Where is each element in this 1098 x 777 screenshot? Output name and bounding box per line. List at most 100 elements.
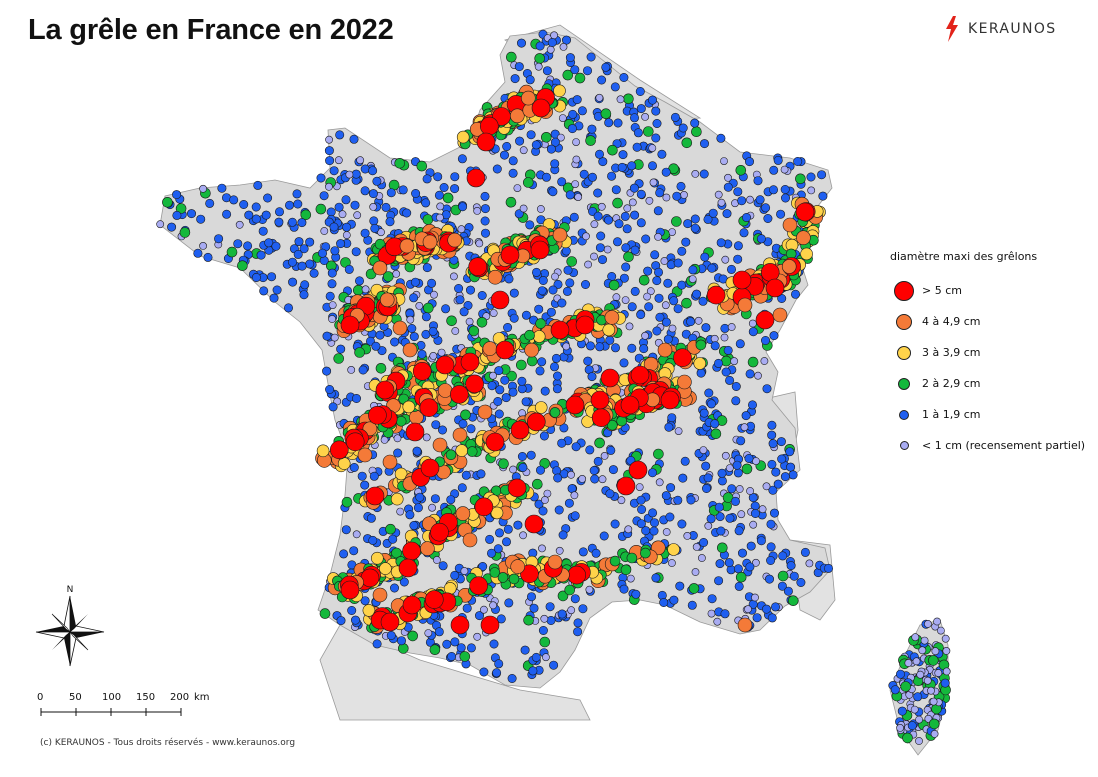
hail-marker [269, 293, 279, 303]
hail-marker [549, 362, 559, 372]
hail-marker [806, 172, 816, 182]
hail-marker [621, 243, 631, 253]
hail-marker [239, 200, 249, 210]
hail-marker [356, 156, 365, 165]
hail-marker [768, 185, 778, 195]
hail-marker [610, 519, 620, 529]
hail-marker [713, 358, 723, 368]
hail-marker [379, 562, 392, 575]
hail-marker [624, 525, 633, 534]
hail-marker [434, 190, 444, 200]
hail-marker [616, 95, 625, 104]
hail-marker [455, 444, 469, 457]
hail-marker [392, 269, 401, 278]
hail-marker [264, 238, 274, 248]
hail-marker [329, 440, 349, 460]
hail-marker [300, 280, 310, 290]
hail-marker [745, 369, 755, 379]
hail-marker [557, 438, 567, 448]
hail-marker [372, 639, 382, 649]
hail-marker [653, 267, 663, 277]
hail-marker [675, 581, 685, 591]
hail-marker [479, 605, 488, 614]
hail-marker [354, 347, 365, 358]
hail-marker [786, 462, 796, 472]
hail-marker [545, 602, 555, 612]
hail-marker [931, 647, 940, 656]
hail-marker [681, 137, 693, 149]
hail-marker [636, 104, 646, 114]
hail-marker [595, 93, 604, 102]
hail-marker [758, 505, 767, 514]
hail-marker [766, 519, 776, 529]
hail-marker [495, 385, 505, 395]
hail-marker [539, 458, 551, 469]
hail-marker [523, 614, 534, 626]
hail-marker [422, 234, 438, 250]
hail-marker [550, 320, 570, 340]
hail-marker [636, 495, 646, 505]
hail-marker [699, 408, 709, 418]
hail-marker [500, 245, 520, 265]
hail-marker [494, 409, 504, 419]
hail-marker [534, 53, 546, 64]
hail-marker [503, 322, 513, 332]
hail-marker [329, 166, 339, 176]
hail-marker [666, 483, 676, 493]
hail-marker [368, 166, 378, 176]
hail-marker [678, 123, 688, 133]
hail-marker [354, 276, 364, 286]
hail-marker [324, 182, 333, 191]
hail-marker [776, 437, 786, 447]
hail-marker [432, 556, 441, 564]
legend-swatch [898, 377, 910, 390]
hail-marker [541, 496, 549, 504]
hail-marker [726, 264, 736, 274]
hail-marker [737, 297, 753, 313]
hail-marker [549, 407, 561, 418]
hail-marker [357, 471, 367, 481]
hail-marker [673, 495, 683, 505]
hail-marker [534, 401, 548, 414]
hail-marker [713, 617, 722, 626]
hail-marker [777, 570, 789, 582]
hail-marker [768, 485, 778, 495]
hail-marker [510, 559, 526, 574]
hail-marker [754, 371, 762, 380]
hail-marker [480, 615, 500, 635]
hail-marker [477, 290, 487, 300]
hail-marker [526, 130, 536, 140]
hail-markers [156, 29, 951, 745]
hail-marker [760, 263, 780, 282]
scale-tick-label: 0 [37, 692, 44, 703]
hail-marker [604, 310, 620, 325]
hail-marker [937, 626, 945, 635]
hail-marker [659, 597, 669, 607]
hail-marker [531, 652, 541, 662]
scale-bar: 0 50 100 150 200 km [37, 692, 210, 718]
hail-marker [735, 571, 747, 583]
hail-marker [552, 371, 562, 381]
hail-marker [817, 170, 827, 180]
hail-marker [663, 334, 673, 344]
hail-marker [622, 224, 632, 234]
hail-marker [734, 581, 744, 591]
hail-marker [773, 155, 783, 165]
hail-marker [539, 636, 551, 648]
hail-marker [693, 357, 707, 370]
hail-marker [649, 518, 659, 528]
hail-marker [565, 190, 575, 200]
hail-marker [492, 668, 502, 678]
hail-marker [902, 732, 913, 744]
hail-marker [454, 283, 464, 293]
hail-marker [405, 422, 425, 442]
hail-marker [735, 485, 744, 493]
hail-marker [196, 214, 206, 224]
hail-marker [203, 252, 213, 262]
hail-marker [562, 342, 571, 351]
hail-marker [357, 447, 373, 463]
hail-marker [565, 278, 575, 288]
hail-marker [777, 581, 787, 591]
hail-marker [546, 144, 556, 154]
hail-marker [645, 196, 654, 205]
